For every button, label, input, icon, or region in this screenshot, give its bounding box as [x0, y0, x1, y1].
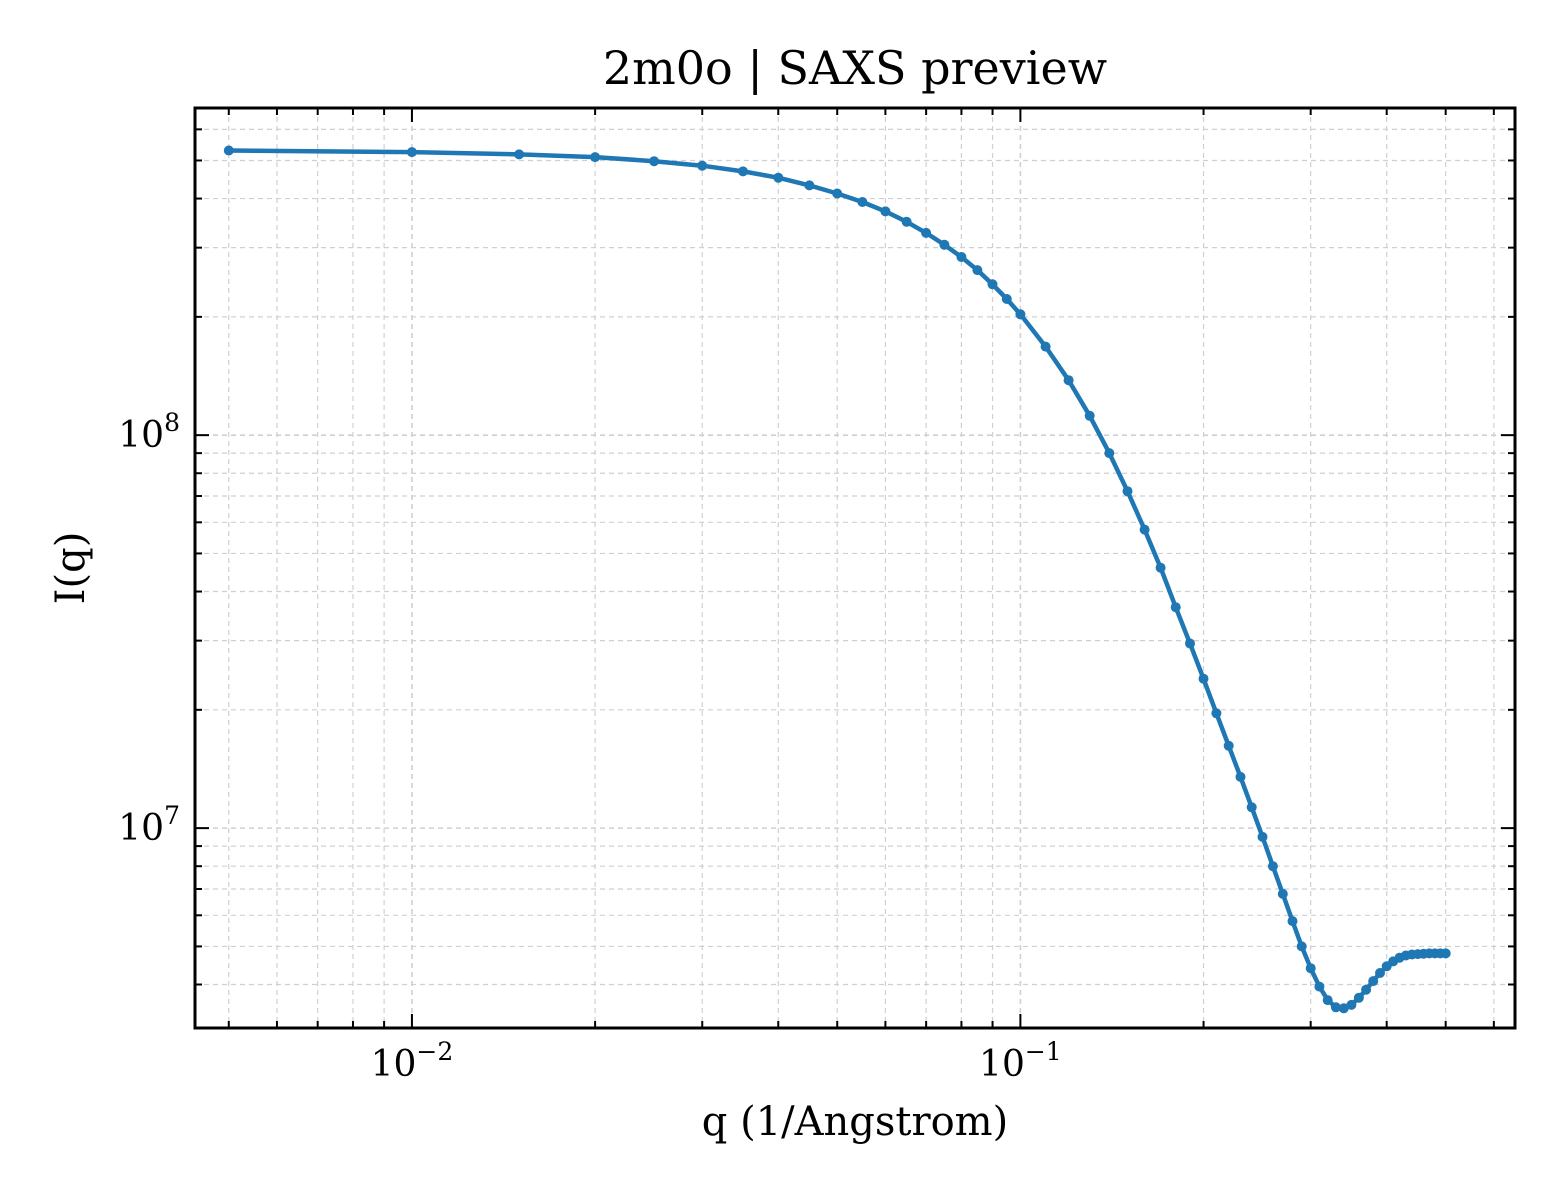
data-point: [738, 166, 748, 177]
ticks: 10−2 10−1 107 108: [118, 108, 1515, 1085]
data-point: [1361, 984, 1372, 995]
data-point: [1015, 309, 1026, 320]
y-tick-label: 107: [118, 801, 180, 849]
data-point: [987, 279, 998, 290]
data-point: [1322, 995, 1333, 1006]
data-point: [1346, 999, 1357, 1010]
data-point: [1170, 602, 1181, 613]
data-point: [1305, 963, 1316, 974]
data-point: [1223, 740, 1234, 751]
chart-title: 2m0o | SAXS preview: [603, 41, 1107, 95]
x-tick-label: 10−1: [979, 1037, 1062, 1085]
data-point: [1257, 831, 1268, 842]
data-point: [956, 252, 967, 262]
data-point: [1001, 294, 1012, 304]
data-point: [880, 206, 891, 217]
data-point: [590, 152, 601, 163]
data-point: [1084, 410, 1095, 421]
data-point: [1235, 771, 1246, 782]
data-point: [1330, 1002, 1341, 1013]
data-point: [1198, 673, 1209, 684]
data-point: [1040, 341, 1051, 352]
data-point: [1246, 802, 1257, 813]
y-tick-label: 108: [118, 408, 180, 456]
data-point: [1314, 981, 1325, 992]
data-point: [406, 147, 417, 158]
data-point: [1368, 976, 1379, 987]
data-point: [901, 216, 912, 227]
plot-frame: [193, 106, 1517, 1030]
x-tick-label: 10−2: [371, 1037, 454, 1085]
data-point: [1185, 638, 1195, 649]
data-point: [832, 188, 843, 199]
series: [223, 145, 1451, 1014]
data-point: [1296, 941, 1307, 952]
data-point: [1122, 486, 1133, 497]
data-point: [223, 145, 234, 156]
grid: [195, 108, 1515, 1028]
data-point: [1375, 968, 1385, 978]
data-point: [1277, 888, 1288, 899]
data-point: [649, 156, 660, 167]
data-point: [1287, 916, 1298, 927]
data-point: [857, 197, 868, 207]
data-point: [1267, 861, 1278, 872]
data-point: [1155, 562, 1166, 573]
data-point: [773, 172, 784, 183]
data-point: [1440, 948, 1451, 959]
data-point: [1338, 1003, 1349, 1014]
data-point: [939, 239, 950, 250]
data-point: [921, 227, 932, 238]
y-axis-label: I(q): [48, 532, 94, 605]
x-axis-label: q (1/Angstrom): [702, 1099, 1008, 1145]
data-point: [514, 149, 525, 160]
data-point: [804, 180, 815, 191]
data-point: [697, 160, 708, 171]
data-point: [1211, 708, 1222, 719]
data-point: [972, 265, 983, 276]
data-point: [1139, 524, 1150, 535]
data-point: [1353, 992, 1364, 1003]
data-point: [1104, 448, 1115, 459]
data-point: [1063, 375, 1074, 386]
